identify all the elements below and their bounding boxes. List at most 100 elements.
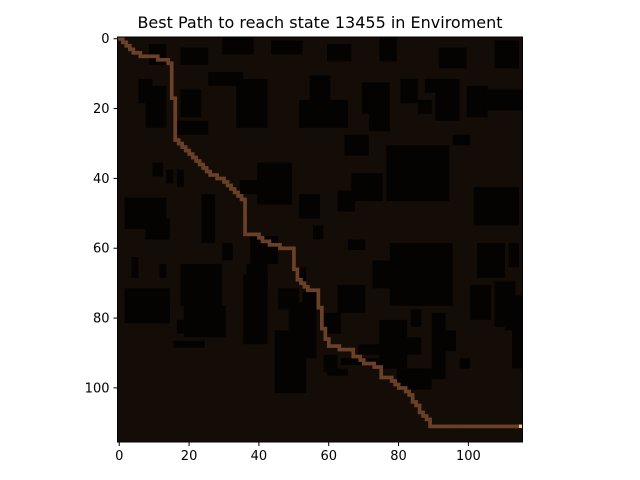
path-cell xyxy=(215,173,219,177)
path-cell xyxy=(120,40,125,45)
path-cell xyxy=(173,96,178,101)
path-cell xyxy=(421,410,425,415)
path-cell xyxy=(424,417,429,422)
path-cell xyxy=(351,351,356,355)
x-tick-label: 40 xyxy=(251,449,268,464)
path-cell xyxy=(491,424,495,429)
path-cell xyxy=(239,197,244,202)
path-cell xyxy=(396,382,401,387)
obstacle-block xyxy=(145,85,167,128)
path-cell xyxy=(323,333,328,338)
path-cell xyxy=(173,120,178,125)
path-cell xyxy=(515,424,520,429)
path-layer xyxy=(117,37,520,429)
path-cell xyxy=(166,61,171,66)
obstacle-block xyxy=(466,85,488,118)
path-cell xyxy=(134,50,139,55)
path-cell xyxy=(292,267,296,272)
path-cell xyxy=(403,386,408,390)
path-cell xyxy=(267,242,272,247)
path-cell xyxy=(498,424,502,429)
path-cell xyxy=(428,421,432,425)
path-cell xyxy=(417,407,422,411)
path-cell xyxy=(155,57,160,62)
obstacle-block xyxy=(396,162,418,195)
obstacle-block xyxy=(494,40,520,69)
path-cell xyxy=(344,347,349,352)
obstacle-block xyxy=(299,99,348,128)
path-cell xyxy=(421,414,425,418)
path-cell xyxy=(187,148,192,153)
obstacle-block xyxy=(176,169,184,188)
obstacle-block xyxy=(473,187,520,226)
obstacle-block xyxy=(239,180,258,195)
path-cell xyxy=(229,183,233,188)
path-cell xyxy=(320,305,324,310)
path-cell xyxy=(459,424,464,429)
obstacle-block xyxy=(512,326,523,369)
path-cell xyxy=(180,145,185,149)
path-cell xyxy=(243,222,247,226)
path-cell xyxy=(243,197,247,202)
path-cell xyxy=(176,138,181,142)
path-cell xyxy=(431,424,436,429)
path-cell xyxy=(396,386,401,390)
path-cell xyxy=(131,50,136,55)
path-cell xyxy=(169,78,174,83)
path-cell xyxy=(124,43,129,48)
path-cell xyxy=(361,361,366,366)
path-cell xyxy=(428,417,432,422)
path-cell xyxy=(190,155,195,160)
obstacle-block xyxy=(180,263,223,306)
path-cell xyxy=(414,403,418,408)
path-cell xyxy=(169,96,174,101)
path-cell xyxy=(358,354,363,359)
obstacle-block xyxy=(180,47,209,65)
path-cell xyxy=(225,180,230,184)
obstacle-layer xyxy=(124,37,523,394)
path-cell xyxy=(243,204,247,209)
path-cell xyxy=(260,236,265,240)
obstacle-block xyxy=(236,78,268,128)
path-cell xyxy=(368,361,373,366)
path-cell xyxy=(138,50,143,55)
path-cell xyxy=(313,288,317,293)
path-cell xyxy=(243,229,247,233)
x-tick-label: 80 xyxy=(390,449,407,464)
obstacle-block xyxy=(183,305,226,338)
path-cell xyxy=(274,242,279,247)
path-cell xyxy=(180,141,185,146)
path-cell xyxy=(295,274,300,279)
obstacle-block xyxy=(326,368,348,376)
path-cell xyxy=(138,54,143,59)
path-cell xyxy=(375,365,380,369)
path-cell xyxy=(393,379,398,383)
obstacle-block xyxy=(145,218,170,240)
path-cell xyxy=(393,382,398,387)
obstacle-block xyxy=(201,194,216,243)
obstacle-block xyxy=(326,43,352,62)
path-cell xyxy=(379,375,384,380)
obstacle-block xyxy=(124,288,170,324)
path-cell xyxy=(173,117,178,121)
path-cell xyxy=(361,358,366,362)
path-cell xyxy=(201,162,205,167)
path-cell xyxy=(452,424,457,429)
path-cell xyxy=(145,54,150,59)
path-cell xyxy=(173,127,178,132)
path-cell xyxy=(173,124,178,128)
path-cell xyxy=(194,155,199,160)
path-cell xyxy=(201,166,205,170)
path-cell xyxy=(229,187,233,191)
obstacle-block xyxy=(438,330,457,352)
path-cell xyxy=(316,288,321,293)
obstacle-block xyxy=(347,239,366,250)
path-cell xyxy=(292,246,296,251)
path-cell xyxy=(337,344,342,348)
obstacle-block xyxy=(358,344,387,355)
obstacle-block xyxy=(313,225,324,240)
obstacle-block xyxy=(299,194,320,219)
obstacle-block xyxy=(344,134,369,156)
path-cell xyxy=(323,337,328,341)
y-tick-label: 80 xyxy=(93,312,110,327)
